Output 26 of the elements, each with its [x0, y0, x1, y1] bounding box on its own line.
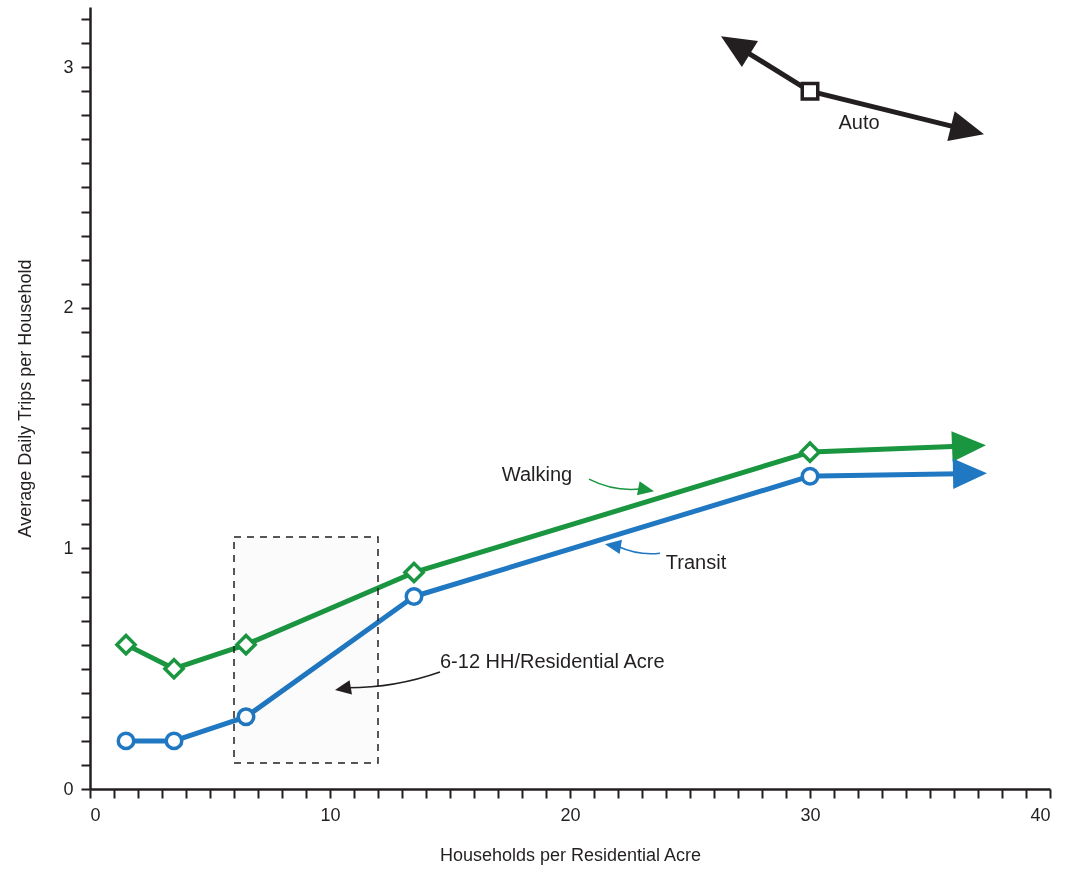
legend-label: Transit [665, 551, 727, 574]
x-axis-title: Households per Residential Acre [439, 844, 702, 865]
point [404, 587, 424, 606]
y-tick-label: 3 [63, 56, 74, 77]
series-label: Auto [838, 111, 880, 134]
point [800, 81, 820, 101]
point [235, 633, 257, 656]
x-tick-label: 0 [90, 804, 101, 825]
point [236, 707, 256, 727]
y-axis-title: Average Daily Trips per Household [15, 259, 36, 538]
x-tick-label: 40 [1030, 804, 1051, 825]
point [115, 633, 137, 656]
x-tick-label: 10 [320, 804, 341, 825]
point [164, 731, 184, 751]
band-label: 6-12 HH/Residential Acre [440, 650, 665, 672]
x-tick-label: 20 [560, 804, 581, 825]
y-tick-label: 2 [63, 297, 74, 318]
point [116, 731, 136, 751]
y-tick-label: 1 [63, 537, 74, 558]
series-label: Walking [501, 463, 573, 486]
y-tick-label: 0 [63, 778, 74, 799]
point [163, 657, 185, 680]
point [800, 466, 820, 486]
point [799, 441, 821, 463]
x-tick-label: 30 [800, 804, 821, 825]
point [403, 561, 425, 584]
